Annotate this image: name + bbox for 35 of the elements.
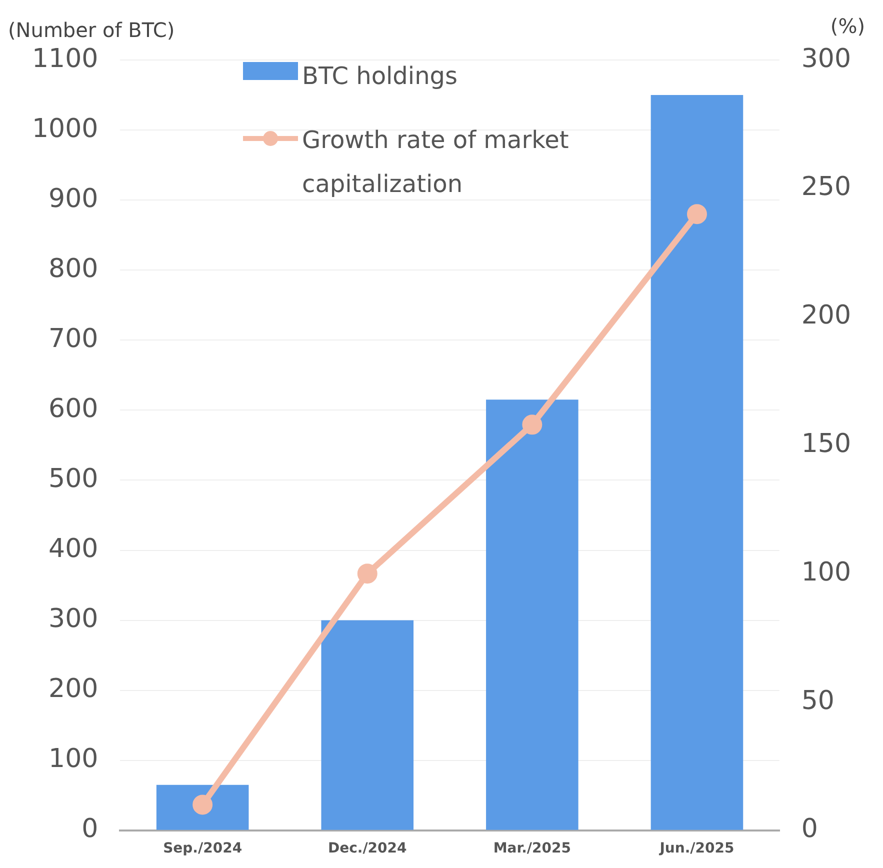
- y2-tick-label: 250: [801, 172, 852, 202]
- y-tick-label: 800: [48, 254, 98, 284]
- x-tick-label: Jun./2025: [658, 840, 734, 856]
- bar: [486, 400, 578, 830]
- y2-axis-title: (%): [830, 14, 865, 38]
- y-tick-label: 300: [48, 604, 98, 634]
- y2-tick-label: 150: [801, 428, 852, 459]
- y-tick-label: 0: [82, 814, 98, 844]
- y2-tick-label: 100: [801, 557, 852, 588]
- point: [522, 414, 542, 435]
- bar: [321, 620, 414, 830]
- y-axis-title: (Number of BTC): [8, 18, 175, 42]
- y-tick-label: 100: [48, 744, 98, 774]
- x-tick-label: Mar./2025: [493, 840, 572, 856]
- bar: [650, 95, 744, 830]
- y-tick-label: 500: [48, 464, 98, 494]
- legend-label: BTC holdings: [302, 61, 459, 92]
- y2-tick-label: 50: [801, 686, 834, 716]
- x-tick-label: Dec./2024: [328, 840, 408, 856]
- bar: [156, 784, 249, 830]
- y2-tick-label: 200: [801, 300, 852, 331]
- point: [357, 564, 378, 584]
- y-tick-label: 400: [48, 534, 98, 564]
- y2-tick-label: 0: [801, 814, 818, 844]
- point: [192, 794, 213, 815]
- legend-label: Growth rate of market capitalization: [302, 125, 570, 200]
- y-tick-label: 1100: [32, 44, 98, 74]
- y-tick-label: 200: [48, 674, 98, 704]
- x-tick-label: Sep./2024: [163, 840, 242, 856]
- y-tick-label: 1000: [32, 114, 98, 144]
- y2-tick-label: 300: [801, 44, 852, 74]
- y-tick-label: 600: [48, 394, 98, 424]
- y-tick-label: 700: [48, 324, 98, 354]
- point: [686, 204, 707, 224]
- y-tick-label: 900: [48, 184, 98, 214]
